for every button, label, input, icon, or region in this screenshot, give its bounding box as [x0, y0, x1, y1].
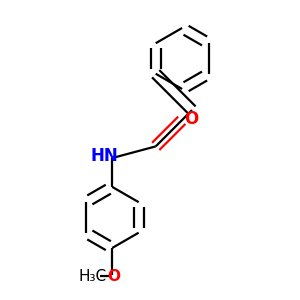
Text: HN: HN	[90, 147, 118, 165]
Text: O: O	[184, 110, 198, 128]
Text: O: O	[107, 269, 120, 284]
Text: H₃C: H₃C	[79, 269, 107, 284]
